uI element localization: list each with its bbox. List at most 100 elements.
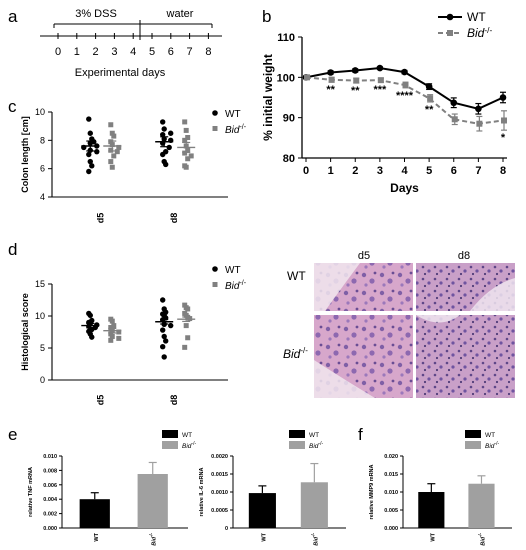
b-point-wt (499, 94, 507, 101)
b-legend-bid-label-sup: -/- (484, 25, 492, 35)
b-x-tick-label: 8 (500, 165, 506, 177)
f-x-label: Bid-/- (477, 532, 486, 545)
e2-legend-bid-sup: -/- (318, 441, 323, 447)
d-x-label: d5 (95, 395, 105, 406)
d-point-bid (183, 323, 189, 329)
histology-col-d8: d8 (458, 250, 470, 262)
timeline-day-label: 0 (55, 46, 61, 58)
d-point-wt (160, 297, 166, 303)
f-legend-bid-label: Bid-/- (485, 441, 499, 450)
timeline-day-label: 7 (187, 46, 193, 58)
timeline-day-label: 8 (205, 46, 211, 58)
c-legend-bid-label-sup: -/- (239, 124, 246, 131)
c-point-wt (161, 126, 167, 132)
b-y-label: % initial weight (261, 54, 275, 141)
b-x-tick-label: 0 (303, 165, 309, 177)
c-legend-wt-label: WT (225, 109, 241, 120)
f-legend-bid-swatch (465, 441, 481, 449)
e1-x-label: Bid-/- (149, 532, 158, 545)
e1-x-label-base: Bid (152, 536, 158, 546)
e1-bar-wt (79, 499, 110, 528)
lumen-wt-d8 (470, 278, 515, 311)
e2-bar-bid (300, 482, 328, 528)
c-point-bid (111, 133, 117, 139)
c-y-tick-label: 6 (40, 164, 45, 174)
b-point-wt (401, 68, 408, 76)
d-x-label: d8 (169, 395, 179, 406)
b-x-label: Days (390, 181, 419, 195)
timeline-day-label: 1 (74, 46, 80, 58)
panel-d-histology-chart: 0 5 10 15 Histological score d5 d8 WT Bid-/- (20, 265, 247, 405)
b-significance: ** (351, 85, 360, 97)
b-point-wt (475, 105, 482, 113)
e1-y-tick-label: 0.004 (43, 497, 58, 503)
d-point-wt (89, 334, 95, 340)
b-legend-wt-label: WT (467, 10, 486, 24)
e1-y-tick-label: 0.000 (43, 526, 57, 532)
c-point-bid (185, 135, 191, 140)
d-point-bid (111, 323, 117, 329)
b-x-tick-label: 1 (328, 165, 334, 177)
f-legend-wt-label: WT (485, 432, 495, 439)
f-y-tick-label: 0.000 (384, 526, 398, 532)
e2-x-label-base: WT (261, 532, 267, 541)
b-point-bid (427, 95, 434, 102)
c-point-bid (109, 130, 115, 136)
b-x-tick-label: 7 (475, 165, 481, 177)
c-point-bid (182, 137, 188, 143)
d-point-wt (87, 312, 93, 319)
c-point-wt (160, 131, 166, 138)
c-point-wt (87, 130, 93, 136)
c-point-bid (182, 119, 188, 125)
b-point-bid (377, 77, 384, 84)
e2-bar-wt (248, 493, 276, 528)
c-point-wt (86, 116, 92, 122)
c-y-tick-label: 8 (40, 135, 45, 145)
e1-x-label-sup: -/- (149, 532, 154, 537)
panel-letter-a: a (8, 7, 18, 26)
b-x-tick-label: 5 (426, 165, 432, 177)
c-legend-wt-marker (212, 110, 218, 116)
c-point-wt (166, 144, 172, 151)
e2-y-tick-label: 0.0010 (211, 490, 228, 496)
d-point-bid (185, 335, 191, 341)
b-x-tick-label: 3 (377, 165, 383, 177)
d-point-wt (160, 327, 166, 333)
b-point-bid (501, 117, 507, 124)
b-significance: *** (373, 84, 387, 96)
lumen-wt-d5 (314, 263, 360, 311)
d-point-wt (160, 344, 166, 350)
d-point-wt (163, 338, 169, 344)
d-y-tick-label: 5 (40, 343, 45, 353)
histology-col-d5: d5 (358, 250, 370, 262)
e2-legend-bid-swatch (289, 441, 305, 449)
d-point-bid (116, 335, 122, 341)
timeline-xlabel: Experimental days (75, 67, 166, 79)
e2-x-label: WT (261, 532, 267, 541)
c-point-bid (185, 156, 191, 162)
c-point-bid (111, 153, 117, 159)
d-legend-bid-label-base: Bid (225, 281, 240, 292)
f-legend-bid-base: Bid (485, 443, 495, 450)
f-y-tick-label: 0.010 (384, 490, 398, 496)
e2-y-tick-label: 0.0020 (211, 454, 228, 460)
c-point-wt (168, 130, 174, 136)
d-legend-wt-label: WT (225, 265, 241, 276)
panel-letter-c: c (8, 97, 17, 116)
e2-legend-bid-label: Bid-/- (309, 441, 323, 450)
b-x-tick-label: 4 (401, 165, 408, 177)
c-legend-bid-label: Bid-/- (225, 124, 247, 136)
c-point-wt (86, 151, 92, 158)
histology-image-bid-d8 (416, 315, 515, 398)
d-y-tick-label: 10 (35, 311, 45, 321)
e1-y-tick-label: 0.006 (43, 483, 57, 489)
c-point-bid (183, 127, 189, 133)
b-significance: ** (326, 84, 335, 96)
d-legend-bid-label: Bid-/- (225, 280, 247, 292)
c-point-wt (87, 158, 93, 165)
b-x-tick-label: 2 (352, 165, 358, 177)
d-point-bid (108, 325, 114, 331)
c-y-tick-label: 4 (40, 192, 45, 202)
b-legend-bid-marker (447, 30, 453, 36)
e2-y-tick-label: 0 (225, 526, 228, 532)
